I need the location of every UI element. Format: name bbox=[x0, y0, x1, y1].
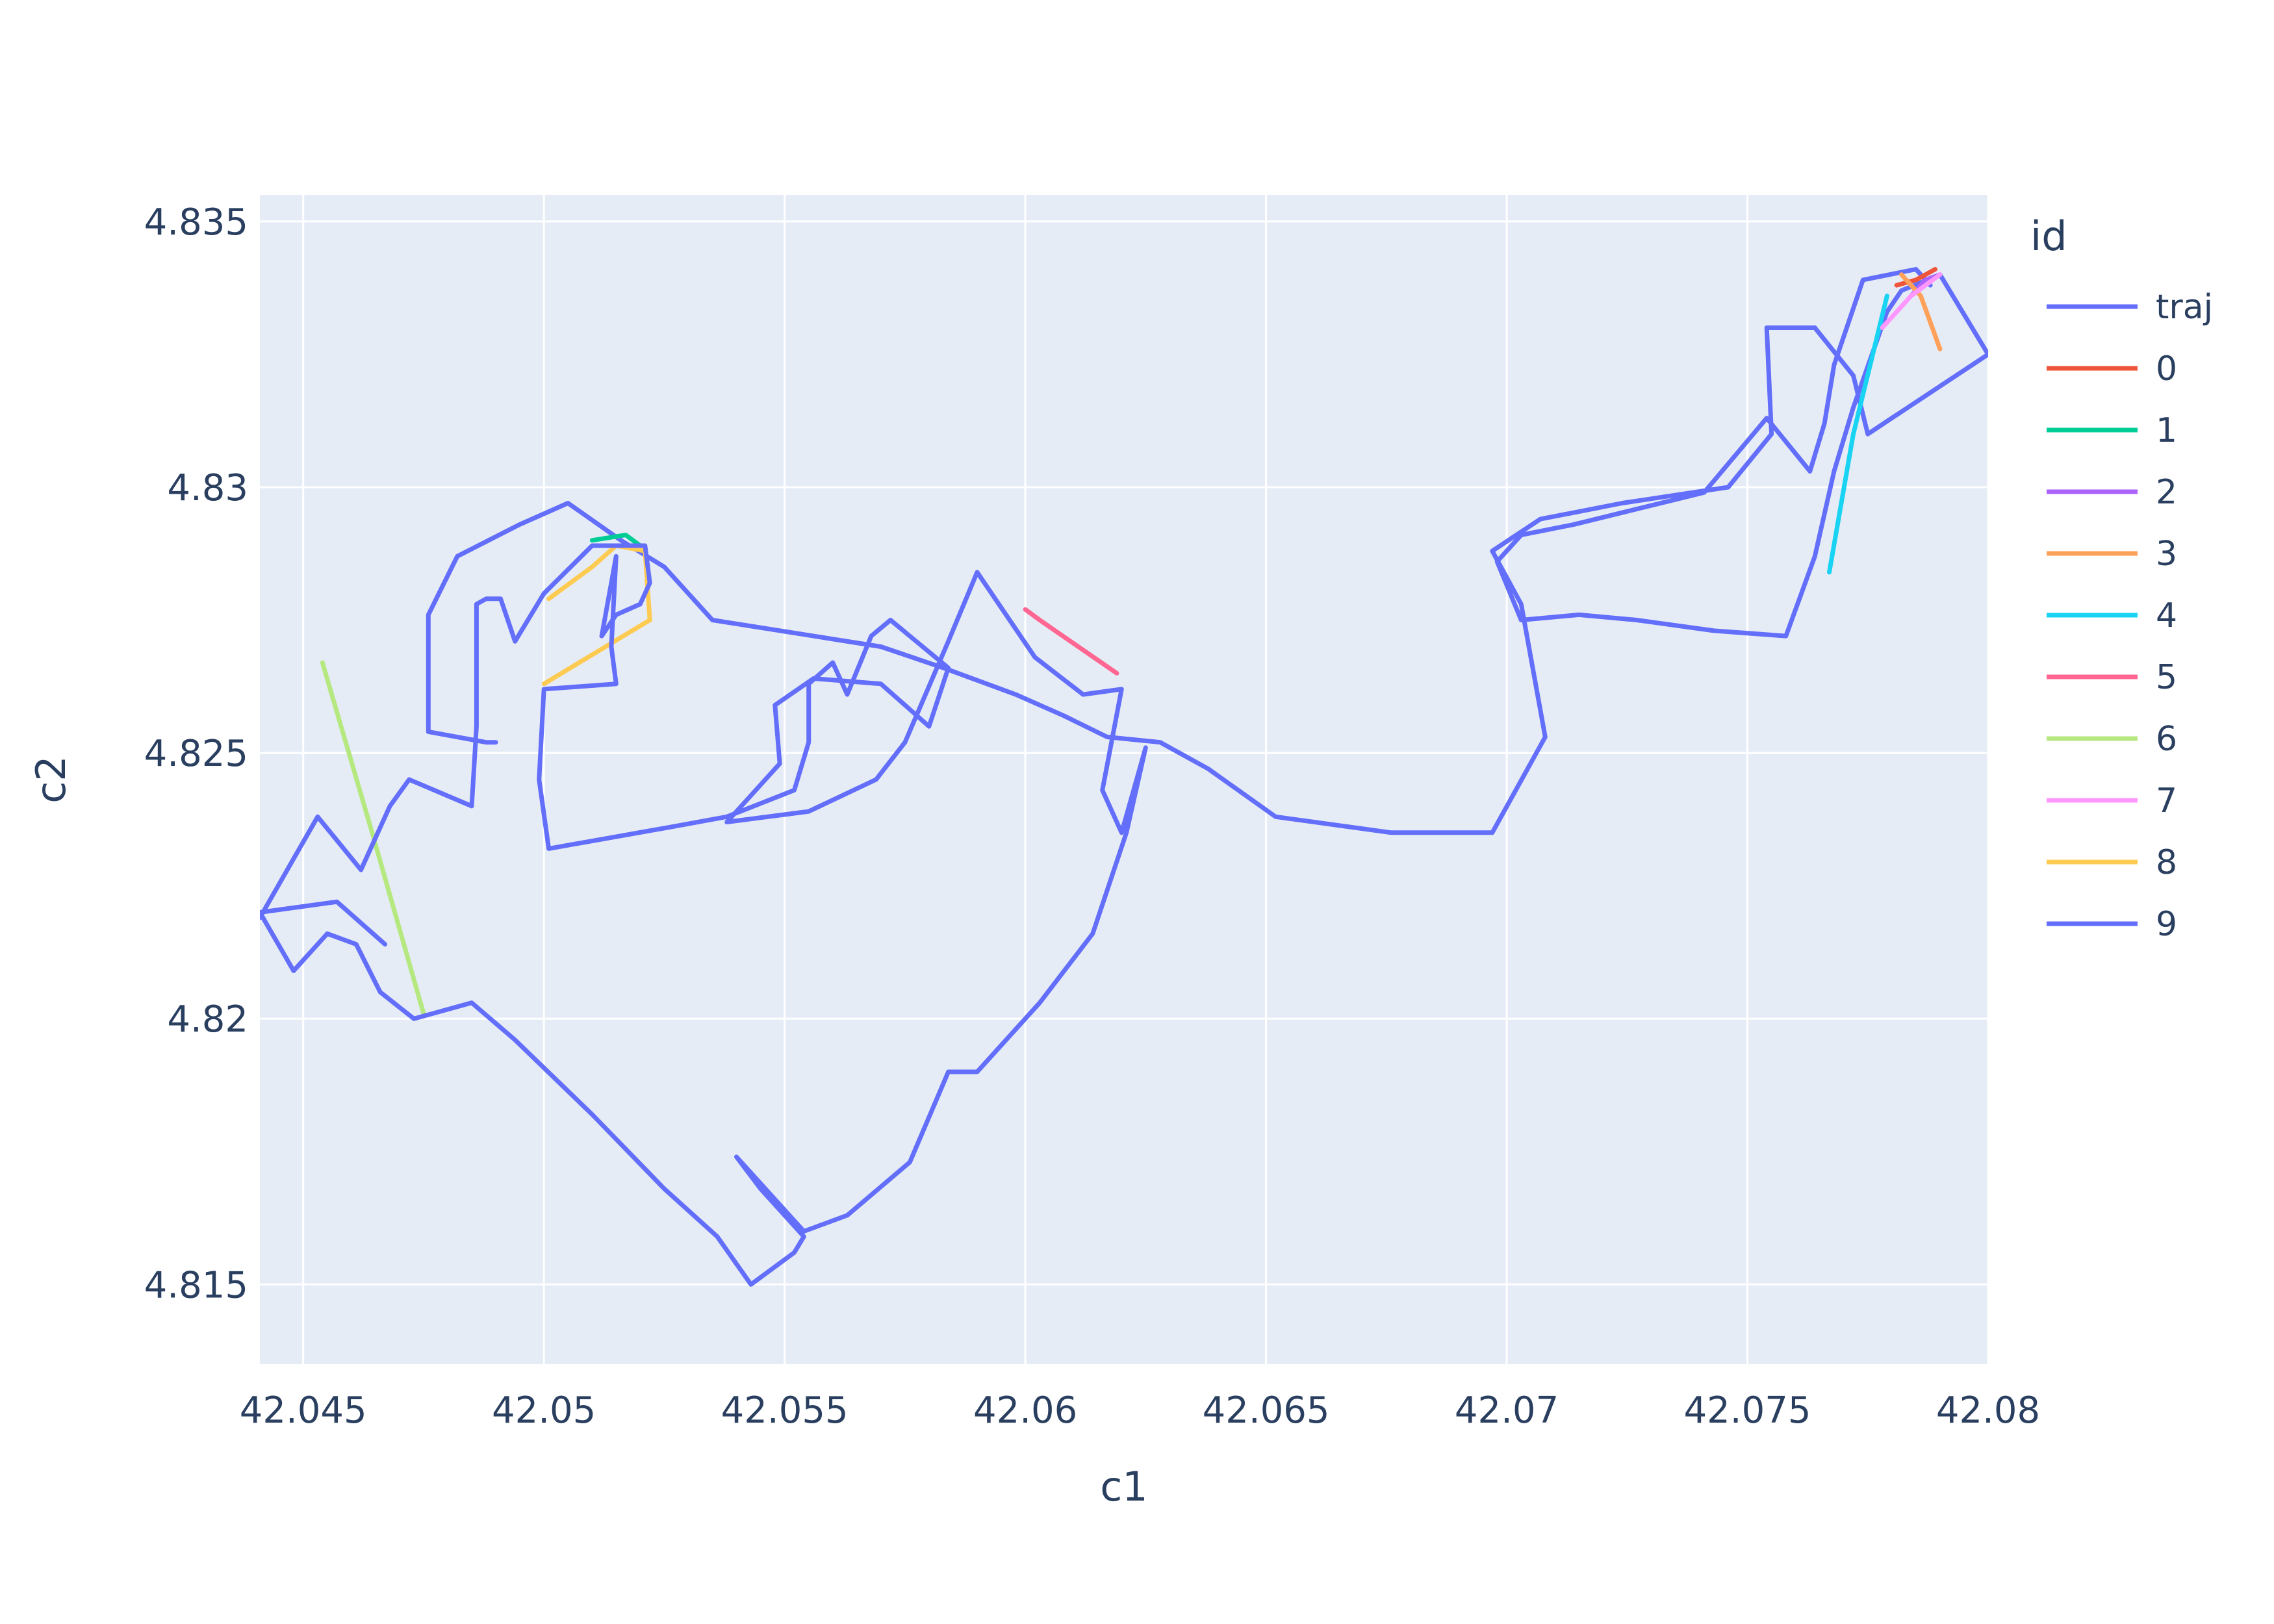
x-tick-label: 42.055 bbox=[721, 1389, 849, 1432]
legend-label-3: 3 bbox=[2156, 535, 2177, 574]
series-line-traj bbox=[426, 267, 1988, 835]
series-line-1 bbox=[589, 533, 643, 548]
x-tick-label: 42.05 bbox=[492, 1389, 596, 1432]
x-tick-label: 42.07 bbox=[1455, 1389, 1559, 1432]
y-tick-label: 4.835 bbox=[144, 201, 248, 244]
legend-label-5: 5 bbox=[2156, 658, 2177, 697]
x-axis-title: c1 bbox=[1100, 1463, 1148, 1510]
y-tick-label: 4.825 bbox=[144, 733, 248, 775]
x-tick-label: 42.075 bbox=[1684, 1389, 1811, 1432]
series-line-8 bbox=[541, 543, 652, 687]
legend-label-9: 9 bbox=[2156, 905, 2177, 944]
x-tick-label: 42.06 bbox=[973, 1389, 1077, 1432]
series-line-3 bbox=[1899, 272, 1943, 351]
legend-label-0: 0 bbox=[2156, 349, 2177, 388]
grid bbox=[260, 195, 1989, 1364]
x-tick-label: 42.08 bbox=[1936, 1389, 2040, 1432]
x-axis-ticks: 42.045 42.05 42.055 42.06 42.065 42.07 42.075 4… bbox=[240, 1389, 2040, 1432]
series-line-5 bbox=[1023, 607, 1119, 676]
y-tick-label: 4.815 bbox=[144, 1264, 248, 1306]
y-axis-title: c2 bbox=[27, 755, 75, 804]
y-tick-label: 4.83 bbox=[167, 467, 248, 509]
plot-background bbox=[260, 195, 1988, 1364]
x-tick-label: 42.045 bbox=[240, 1389, 367, 1432]
series-line-6 bbox=[320, 660, 426, 1016]
y-tick-label: 4.82 bbox=[167, 998, 248, 1041]
legend-label-8: 8 bbox=[2156, 843, 2177, 882]
x-tick-label: 42.065 bbox=[1203, 1389, 1330, 1432]
legend-title: id bbox=[2030, 212, 2067, 260]
legend: id traj 0 1 2 3 4 5 6 7 8 9 bbox=[2030, 212, 2213, 944]
series-line-4 bbox=[1827, 294, 1889, 575]
legend-label-traj: traj bbox=[2156, 288, 2213, 327]
series-line-9 bbox=[260, 543, 1148, 1287]
plot-area bbox=[260, 267, 1988, 1287]
y-axis-ticks: 4.815 4.82 4.825 4.83 4.835 bbox=[144, 201, 248, 1306]
series-line-7 bbox=[1880, 272, 1943, 330]
series-line-0 bbox=[1894, 267, 1937, 288]
legend-label-1: 1 bbox=[2156, 411, 2177, 450]
legend-label-2: 2 bbox=[2156, 473, 2177, 512]
legend-label-4: 4 bbox=[2156, 596, 2177, 635]
legend-label-7: 7 bbox=[2156, 781, 2177, 820]
legend-label-6: 6 bbox=[2156, 720, 2177, 759]
